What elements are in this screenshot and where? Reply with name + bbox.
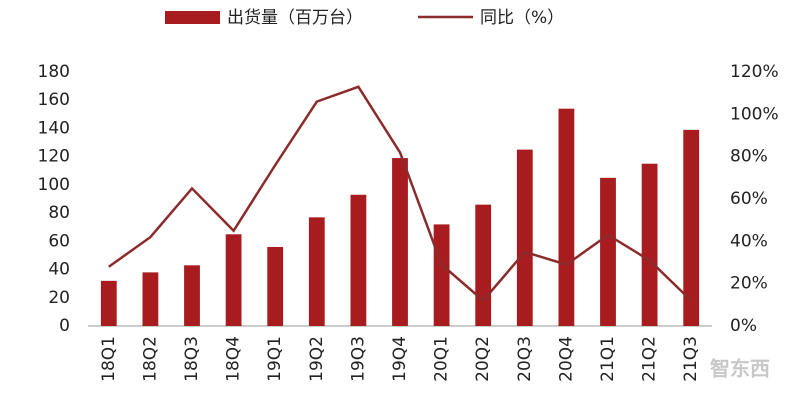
bar <box>100 280 117 326</box>
x-tick-label: 20Q1 <box>432 336 452 382</box>
x-tick-label: 20Q2 <box>473 336 493 382</box>
x-tick-label: 20Q4 <box>556 336 576 382</box>
x-tick-label: 19Q1 <box>265 336 285 382</box>
y-tick-label: 120 <box>38 147 70 167</box>
bar <box>350 194 367 326</box>
bar <box>267 246 284 326</box>
x-tick-label: 19Q3 <box>348 336 368 382</box>
y-tick-label: 80 <box>48 203 70 223</box>
watermark: 智东西 <box>710 357 770 381</box>
y2-tick-label: 40% <box>730 231 768 251</box>
bar <box>683 129 700 326</box>
y-tick-label: 160 <box>38 90 70 110</box>
legend-label: 同比（%） <box>480 8 564 28</box>
legend-swatch <box>165 11 220 24</box>
bar <box>600 177 616 326</box>
y-tick-label: 100 <box>38 175 70 195</box>
y-tick-label: 140 <box>38 118 70 138</box>
y2-tick-label: 120% <box>730 62 779 82</box>
bar <box>184 265 200 326</box>
x-tick-label: 21Q2 <box>640 336 660 382</box>
bar <box>433 224 450 326</box>
y2-tick-label: 100% <box>730 104 779 124</box>
x-tick-label: 19Q2 <box>307 336 327 382</box>
bar <box>641 163 658 326</box>
y-tick-label: 60 <box>48 231 70 251</box>
y2-tick-label: 0% <box>730 316 757 336</box>
x-tick-label: 18Q1 <box>99 336 119 382</box>
bar <box>516 149 533 326</box>
x-tick-label: 18Q2 <box>140 336 160 382</box>
y2-tick-label: 20% <box>730 274 768 294</box>
x-tick-label: 20Q3 <box>515 336 535 382</box>
x-tick-label: 21Q3 <box>681 336 701 382</box>
bar <box>142 272 159 326</box>
legend-label: 出货量（百万台） <box>227 8 363 28</box>
bar <box>475 204 492 326</box>
y-tick-label: 40 <box>48 260 70 280</box>
bar <box>392 158 408 326</box>
x-tick-label: 18Q4 <box>224 336 244 382</box>
x-tick-label: 21Q1 <box>598 336 618 382</box>
bar <box>308 217 325 326</box>
x-tick-label: 18Q3 <box>182 336 202 382</box>
y-tick-label: 20 <box>48 288 70 308</box>
y-tick-label: 180 <box>38 62 70 82</box>
line <box>108 85 693 303</box>
y2-tick-label: 60% <box>730 189 768 209</box>
bar <box>558 108 575 326</box>
y2-tick-label: 80% <box>730 147 768 167</box>
y-tick-label: 0 <box>59 316 70 336</box>
bar <box>225 234 242 326</box>
x-tick-label: 19Q4 <box>390 336 410 382</box>
